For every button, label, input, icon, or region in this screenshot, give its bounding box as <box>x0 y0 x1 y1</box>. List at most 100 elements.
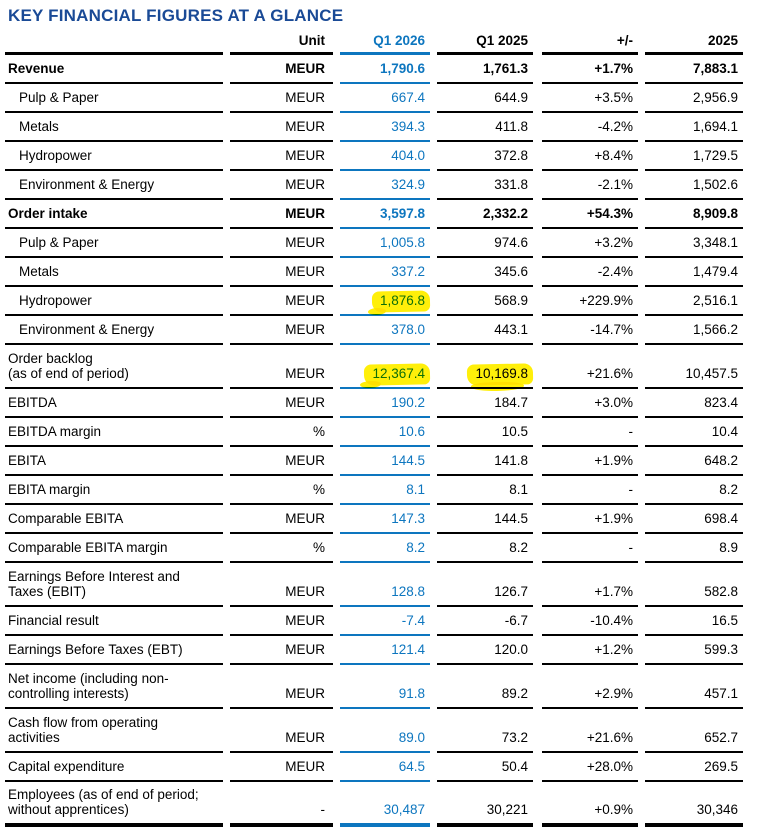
cell-q1-2025: 10,169.8 <box>437 345 533 389</box>
cell-change: - <box>542 476 638 505</box>
value: MEUR <box>285 235 325 250</box>
cell-2025: 1,694.1 <box>645 113 743 142</box>
cell-change: +54.3% <box>542 200 638 229</box>
cell-label-line1: Revenue <box>8 61 65 76</box>
cell-label: Pulp & Paper <box>5 229 223 258</box>
table-row: EBITA MEUR 144.5 141.8 +1.9% 648.2 <box>5 447 743 476</box>
cell-label: Comparable EBITA <box>5 505 223 534</box>
highlighted-value: 10,169.8 <box>475 366 528 381</box>
cell-2025: 30,346 <box>645 782 743 827</box>
value: 91.8 <box>398 686 425 701</box>
value: 1,005.8 <box>379 235 425 250</box>
value: +21.6% <box>586 730 633 745</box>
value: 7,883.1 <box>692 61 738 76</box>
value: 599.3 <box>704 642 738 657</box>
value: - <box>320 802 326 817</box>
value: MEUR <box>285 206 325 221</box>
cell-q1-2026: 12,367.4 <box>340 345 430 389</box>
cell-q1-2026: 147.3 <box>340 505 430 534</box>
cell-label-line1: EBITDA margin <box>8 424 102 439</box>
cell-q1-2025: 974.6 <box>437 229 533 258</box>
value: -2.1% <box>597 177 633 192</box>
value: 2,332.2 <box>482 206 528 221</box>
cell-label: Comparable EBITA margin <box>5 534 223 563</box>
cell-q1-2025: 372.8 <box>437 142 533 171</box>
cell-label-line1: Comparable EBITA margin <box>8 540 168 555</box>
cell-label-line1: Environment & Energy <box>19 177 155 192</box>
cell-unit: % <box>230 534 333 563</box>
value: MEUR <box>285 395 325 410</box>
table-header-row: Unit Q1 2026 Q1 2025 +/- 2025 <box>5 33 743 55</box>
table-row: Pulp & Paper MEUR 667.4 644.9 +3.5% 2,95… <box>5 84 743 113</box>
table-row: Pulp & Paper MEUR 1,005.8 974.6 +3.2% 3,… <box>5 229 743 258</box>
cell-2025: 16.5 <box>645 607 743 636</box>
cell-label-line1: Hydropower <box>19 293 92 308</box>
value: MEUR <box>285 322 325 337</box>
cell-q1-2026: 337.2 <box>340 258 430 287</box>
cell-q1-2025: 1,761.3 <box>437 55 533 84</box>
cell-2025: 8.9 <box>645 534 743 563</box>
value: MEUR <box>285 613 325 628</box>
cell-q1-2025: 73.2 <box>437 709 533 753</box>
table-row: EBITA margin % 8.1 8.1 - 8.2 <box>5 476 743 505</box>
cell-unit: MEUR <box>230 316 333 345</box>
value: 73.2 <box>501 730 528 745</box>
cell-label-line1: Capital expenditure <box>8 759 125 774</box>
cell-label: Order intake <box>5 200 223 229</box>
value: 190.2 <box>391 395 425 410</box>
cell-q1-2025: 30,221 <box>437 782 533 827</box>
cell-label-line2: controlling interests) <box>8 686 129 701</box>
table-row: EBITDA MEUR 190.2 184.7 +3.0% 823.4 <box>5 389 743 418</box>
value: 50.4 <box>501 759 528 774</box>
table-row: Net income (including non- controlling i… <box>5 665 743 709</box>
value: 1,761.3 <box>482 61 528 76</box>
value: 698.4 <box>704 511 738 526</box>
cell-q1-2025: 141.8 <box>437 447 533 476</box>
value: 324.9 <box>391 177 425 192</box>
value: 2,516.1 <box>692 293 738 308</box>
cell-label: EBITA <box>5 447 223 476</box>
table-row: Employees (as of end of period; without … <box>5 782 743 827</box>
table-row: Comparable EBITA margin % 8.2 8.2 - 8.9 <box>5 534 743 563</box>
cell-unit: MEUR <box>230 200 333 229</box>
table-row: Environment & Energy MEUR 378.0 443.1 -1… <box>5 316 743 345</box>
cell-label-line1: EBITDA <box>8 395 57 410</box>
cell-label: Cash flow from operating activities <box>5 709 223 753</box>
cell-q1-2026: 3,597.8 <box>340 200 430 229</box>
cell-q1-2026: 404.0 <box>340 142 430 171</box>
value: -10.4% <box>590 613 633 628</box>
cell-2025: 1,502.6 <box>645 171 743 200</box>
cell-q1-2025: 120.0 <box>437 636 533 665</box>
value: MEUR <box>285 730 325 745</box>
value: 16.5 <box>711 613 738 628</box>
cell-unit: MEUR <box>230 753 333 782</box>
value: 3,597.8 <box>379 206 425 221</box>
header-change: +/- <box>542 33 638 55</box>
cell-change: +1.7% <box>542 55 638 84</box>
cell-2025: 457.1 <box>645 665 743 709</box>
cell-change: -4.2% <box>542 113 638 142</box>
cell-label: Metals <box>5 258 223 287</box>
cell-unit: MEUR <box>230 258 333 287</box>
value: 1,729.5 <box>692 148 738 163</box>
cell-label: EBITA margin <box>5 476 223 505</box>
cell-label: Metals <box>5 113 223 142</box>
value: 10.4 <box>711 424 738 439</box>
value: 64.5 <box>398 759 425 774</box>
cell-q1-2025: 443.1 <box>437 316 533 345</box>
cell-q1-2025: 8.1 <box>437 476 533 505</box>
cell-q1-2025: 144.5 <box>437 505 533 534</box>
cell-unit: MEUR <box>230 563 333 607</box>
cell-q1-2026: 8.2 <box>340 534 430 563</box>
cell-2025: 599.3 <box>645 636 743 665</box>
cell-unit: MEUR <box>230 607 333 636</box>
table-row: Revenue MEUR 1,790.6 1,761.3 +1.7% 7,883… <box>5 55 743 84</box>
value: MEUR <box>285 61 325 76</box>
cell-change: +1.9% <box>542 505 638 534</box>
value: 10,457.5 <box>685 366 738 381</box>
value: MEUR <box>285 759 325 774</box>
table-rows: Revenue MEUR 1,790.6 1,761.3 +1.7% 7,883… <box>5 55 743 827</box>
cell-label: Order backlog (as of end of period) <box>5 345 223 389</box>
table-row: Hydropower MEUR 1,876.8 568.9 +229.9% 2,… <box>5 287 743 316</box>
cell-unit: % <box>230 418 333 447</box>
